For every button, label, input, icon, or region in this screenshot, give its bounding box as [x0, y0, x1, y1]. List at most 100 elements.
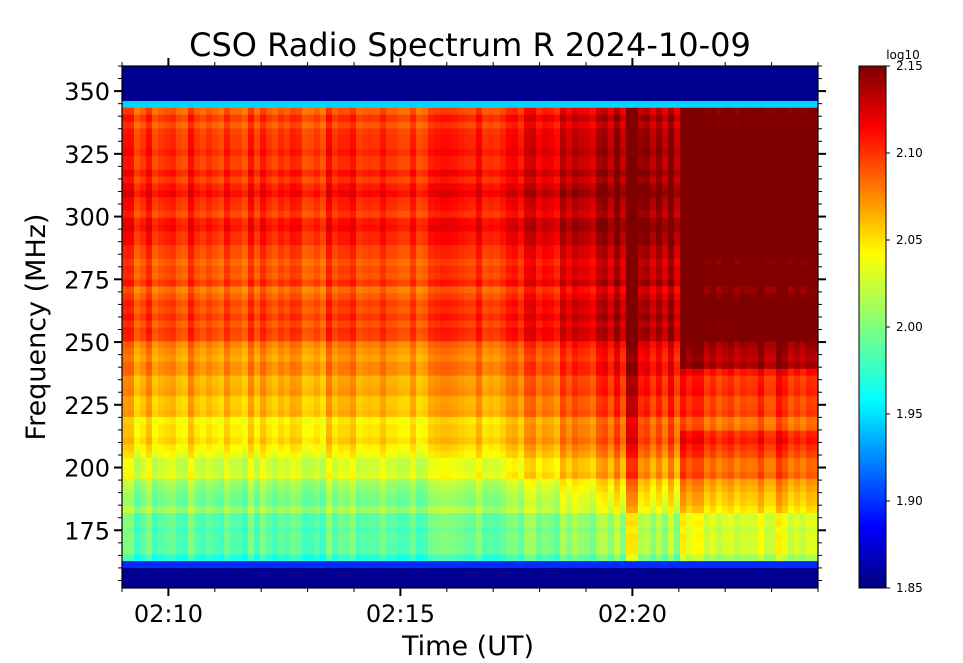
heatmap-cell [464, 306, 471, 314]
heatmap-cell [368, 223, 375, 232]
heatmap-cell [506, 526, 513, 534]
heatmap-cell [188, 484, 195, 493]
heatmap-cell [200, 237, 207, 246]
heatmap-cell [410, 182, 417, 191]
heatmap-cell [194, 134, 201, 143]
heatmap-cell [278, 175, 285, 184]
heatmap-cell [404, 93, 411, 101]
heatmap-cell [416, 553, 423, 562]
heatmap-cell [440, 86, 447, 95]
heatmap-cell [284, 581, 291, 588]
heatmap-cell [410, 409, 417, 417]
heatmap-cell [464, 258, 471, 266]
heatmap-cell [488, 574, 495, 582]
heatmap-cell [482, 100, 489, 108]
heatmap-cell [332, 457, 339, 465]
heatmap-cell [338, 381, 345, 390]
heatmap-cell [320, 416, 327, 424]
heatmap-cell [362, 251, 369, 259]
heatmap-cell [278, 478, 285, 486]
heatmap-cell [320, 381, 327, 390]
heatmap-cell [458, 175, 465, 184]
heatmap-cell [458, 416, 465, 424]
heatmap-cell [266, 148, 273, 156]
heatmap-cell [140, 79, 147, 88]
heatmap-cell [284, 196, 291, 204]
heatmap-cell [428, 388, 435, 397]
heatmap-cell [212, 368, 219, 376]
heatmap-cell [356, 546, 363, 555]
heatmap-cell [194, 272, 201, 280]
heatmap-cell [254, 237, 261, 246]
heatmap-cell [338, 196, 345, 204]
heatmap-cell [236, 182, 243, 191]
heatmap-cell [464, 581, 471, 588]
heatmap-cell [158, 196, 165, 204]
heatmap-cell [170, 258, 177, 266]
heatmap-cell [338, 155, 345, 163]
heatmap-cell [200, 210, 207, 218]
heatmap-cell [260, 244, 267, 253]
heatmap-cell [224, 217, 231, 225]
heatmap-cell [380, 93, 387, 101]
heatmap-cell [212, 223, 219, 232]
heatmap-cell [152, 169, 159, 177]
heatmap-cell [290, 285, 297, 294]
heatmap-cell [284, 258, 291, 266]
heatmap-cell [296, 347, 303, 356]
heatmap-cell [140, 278, 147, 287]
heatmap-cell [470, 368, 477, 376]
heatmap-cell [164, 533, 171, 541]
heatmap-cell [302, 533, 309, 541]
heatmap-cell [128, 278, 135, 287]
heatmap-cell [308, 539, 315, 548]
heatmap-cell [134, 519, 141, 527]
heatmap-cell [464, 175, 471, 184]
heatmap-cell [488, 409, 495, 417]
heatmap-cell [398, 141, 405, 150]
heatmap-cell [506, 127, 513, 136]
heatmap-cell [314, 306, 321, 314]
heatmap-cell [302, 581, 309, 588]
heatmap-cell [422, 120, 429, 129]
heatmap-cell [188, 203, 195, 211]
heatmap-cell [356, 381, 363, 390]
heatmap-cell [440, 285, 447, 294]
heatmap-cell [176, 72, 183, 81]
heatmap-cell [176, 375, 183, 383]
heatmap-cell [134, 107, 141, 115]
heatmap-cell [182, 237, 189, 246]
heatmap-cell [452, 581, 459, 588]
heatmap-cell [404, 100, 411, 108]
heatmap-cell [296, 107, 303, 115]
heatmap-cell [278, 189, 285, 198]
heatmap-cell [284, 182, 291, 191]
heatmap-cell [452, 79, 459, 88]
heatmap-cell [230, 313, 237, 321]
heatmap-cell [236, 361, 243, 369]
heatmap-cell [428, 107, 435, 115]
heatmap-cell [386, 553, 393, 562]
heatmap-cell [230, 141, 237, 150]
heatmap-cell [182, 484, 189, 493]
heatmap-cell [146, 66, 153, 74]
heatmap-cell [218, 230, 225, 239]
heatmap-cell [386, 491, 393, 500]
heatmap-cell [176, 120, 183, 129]
heatmap-cell [230, 66, 237, 74]
heatmap-cell [272, 567, 279, 575]
heatmap-cell [452, 471, 459, 479]
heatmap-cell [326, 79, 333, 88]
heatmap-cell [368, 546, 375, 555]
heatmap-cell [320, 120, 327, 129]
heatmap-cell [134, 217, 141, 225]
heatmap-cell [446, 333, 453, 342]
heatmap-cell [392, 347, 399, 356]
heatmap-cell [482, 306, 489, 314]
heatmap-cell [434, 230, 441, 239]
heatmap-cell [296, 313, 303, 321]
heatmap-cell [368, 237, 375, 246]
heatmap-cell [176, 430, 183, 438]
heatmap-cell [260, 340, 267, 349]
heatmap-cell [230, 278, 237, 287]
